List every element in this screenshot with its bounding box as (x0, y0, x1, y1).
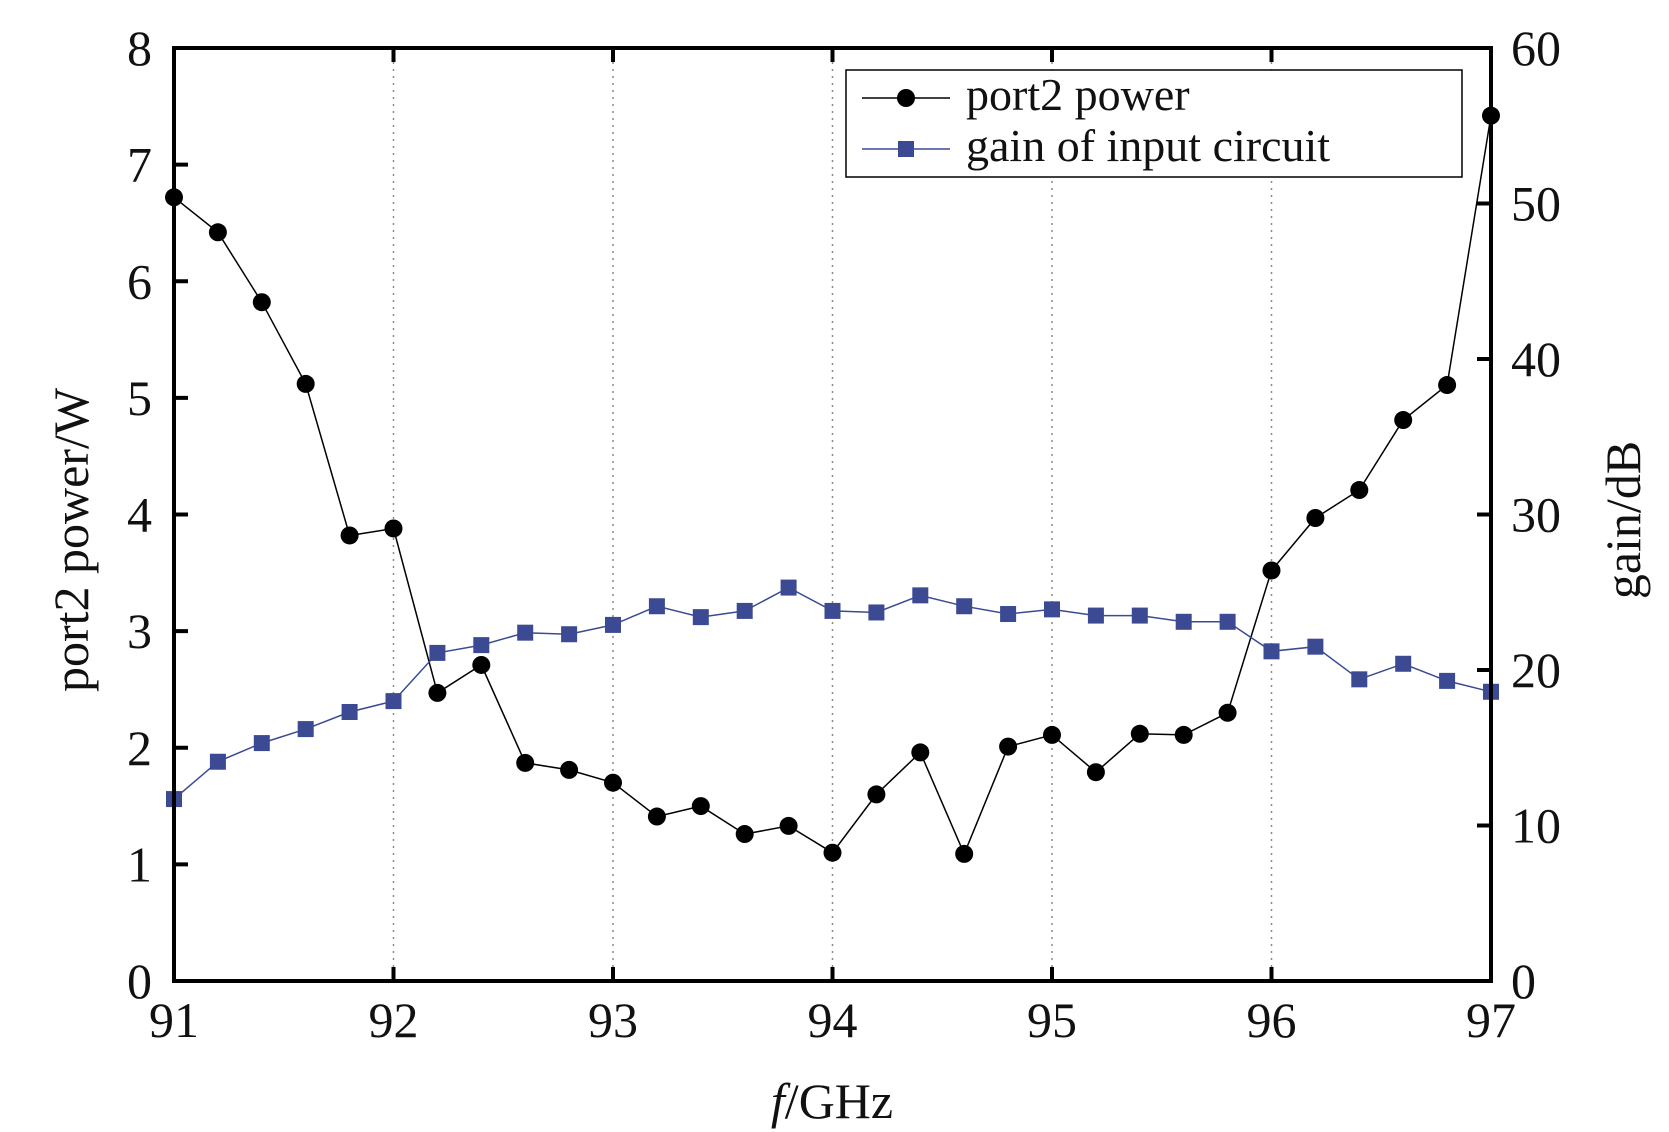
grid-layer (392, 48, 1273, 981)
y-tick-label: 0 (127, 953, 152, 1009)
legend-marker-gain (898, 141, 914, 157)
data-point-port2-power (999, 737, 1018, 756)
data-point-port2-power (1262, 561, 1281, 580)
x-tick-label: 92 (369, 992, 419, 1048)
y2-axis-title: gain/dB (1595, 441, 1651, 599)
data-point-gain-of-input-circuit (1351, 671, 1368, 688)
data-point-gain-of-input-circuit (780, 579, 797, 596)
data-point-gain-of-input-circuit (868, 604, 885, 621)
data-point-port2-power (911, 743, 930, 762)
x-tick-label: 97 (1466, 992, 1516, 1048)
data-point-gain-of-input-circuit (1087, 607, 1104, 624)
x-tick-label: 94 (808, 992, 858, 1048)
y-tick-label: 6 (127, 253, 152, 309)
data-point-port2-power (1394, 411, 1413, 430)
data-point-port2-power (384, 519, 403, 538)
data-point-gain-of-input-circuit (517, 624, 534, 641)
data-point-gain-of-input-circuit (1219, 613, 1236, 630)
y-tick-label: 2 (127, 720, 152, 776)
y2-tick-label: 10 (1511, 798, 1561, 854)
data-point-port2-power (1350, 481, 1369, 500)
data-point-gain-of-input-circuit (692, 609, 709, 626)
data-point-gain-of-input-circuit (648, 598, 665, 615)
legend-box (845, 69, 1463, 178)
y-tick-label: 3 (127, 603, 152, 659)
data-point-port2-power (867, 785, 886, 804)
y-axis-title: port2 power/W (43, 387, 99, 692)
data-point-port2-power (252, 293, 271, 312)
data-point-gain-of-input-circuit (1131, 607, 1148, 624)
plot-frame (172, 46, 1493, 983)
data-point-port2-power (823, 843, 842, 862)
data-point-gain-of-input-circuit (736, 602, 753, 619)
y-tick-label: 1 (127, 836, 152, 892)
data-point-port2-power (779, 816, 798, 835)
data-point-gain-of-input-circuit (956, 598, 973, 615)
series-layer (165, 106, 1500, 863)
data-point-gain-of-input-circuit (1439, 672, 1456, 689)
data-point-gain-of-input-circuit (473, 637, 490, 654)
x-tick-label: 95 (1027, 992, 1077, 1048)
data-point-port2-power (691, 797, 710, 816)
y-tick-label: 4 (127, 487, 152, 543)
data-point-port2-power (1306, 508, 1325, 527)
y2-tick-label: 20 (1511, 642, 1561, 698)
data-point-port2-power (1086, 763, 1105, 782)
data-point-gain-of-input-circuit (1395, 655, 1412, 672)
data-point-gain-of-input-circuit (1307, 638, 1324, 655)
x-tick-label: 91 (149, 992, 199, 1048)
legend-label-gain: gain of input circuit (966, 120, 1330, 171)
legend: port2 power gain of input circuit (845, 69, 1463, 178)
data-point-port2-power (1174, 725, 1193, 744)
y2-tick-label: 60 (1511, 20, 1561, 76)
data-point-port2-power (1130, 724, 1149, 743)
data-point-gain-of-input-circuit (605, 616, 621, 633)
data-point-gain-of-input-circuit (385, 693, 402, 710)
y2-tick-label: 50 (1511, 176, 1561, 232)
data-point-port2-power (1043, 725, 1061, 744)
y2-tick-label: 30 (1511, 487, 1561, 543)
data-point-gain-of-input-circuit (253, 735, 270, 752)
data-point-port2-power (516, 753, 535, 772)
x-tick-label: 96 (1247, 992, 1297, 1048)
y-tick-label: 7 (127, 137, 152, 193)
data-point-port2-power (1438, 376, 1457, 395)
x-axis-title: f/GHz (771, 1073, 893, 1129)
data-point-port2-power (472, 655, 491, 674)
data-point-gain-of-input-circuit (1175, 613, 1192, 630)
data-point-port2-power (428, 683, 447, 702)
data-point-gain-of-input-circuit (561, 626, 578, 643)
data-point-gain-of-input-circuit (429, 644, 446, 661)
data-point-port2-power (208, 223, 227, 242)
data-point-port2-power (647, 807, 666, 826)
data-point-gain-of-input-circuit (297, 721, 314, 738)
data-point-gain-of-input-circuit (1000, 606, 1017, 623)
data-point-gain-of-input-circuit (209, 753, 226, 770)
y2-tick-label: 0 (1511, 953, 1536, 1009)
data-point-port2-power (1218, 703, 1237, 722)
data-point-port2-power (340, 526, 359, 545)
y2-tick-label: 40 (1511, 331, 1561, 387)
data-point-port2-power (955, 844, 974, 863)
data-point-port2-power (604, 773, 622, 792)
data-point-gain-of-input-circuit (824, 602, 841, 619)
data-point-port2-power (296, 374, 315, 393)
data-point-port2-power (560, 760, 579, 779)
data-point-gain-of-input-circuit (1263, 643, 1280, 660)
y-tick-label: 5 (127, 370, 152, 426)
series-line-port2-power (173, 115, 1492, 856)
x-axis-title-unit: /GHz (785, 1073, 893, 1129)
data-point-gain-of-input-circuit (912, 587, 929, 604)
legend-marker-port2-power (897, 89, 915, 107)
legend-label-port2-power: port2 power (966, 69, 1190, 120)
x-tick-label: 93 (588, 992, 638, 1048)
data-point-port2-power (735, 825, 754, 844)
y-tick-label: 8 (127, 20, 152, 76)
data-point-gain-of-input-circuit (1044, 601, 1060, 618)
data-point-gain-of-input-circuit (341, 703, 358, 720)
